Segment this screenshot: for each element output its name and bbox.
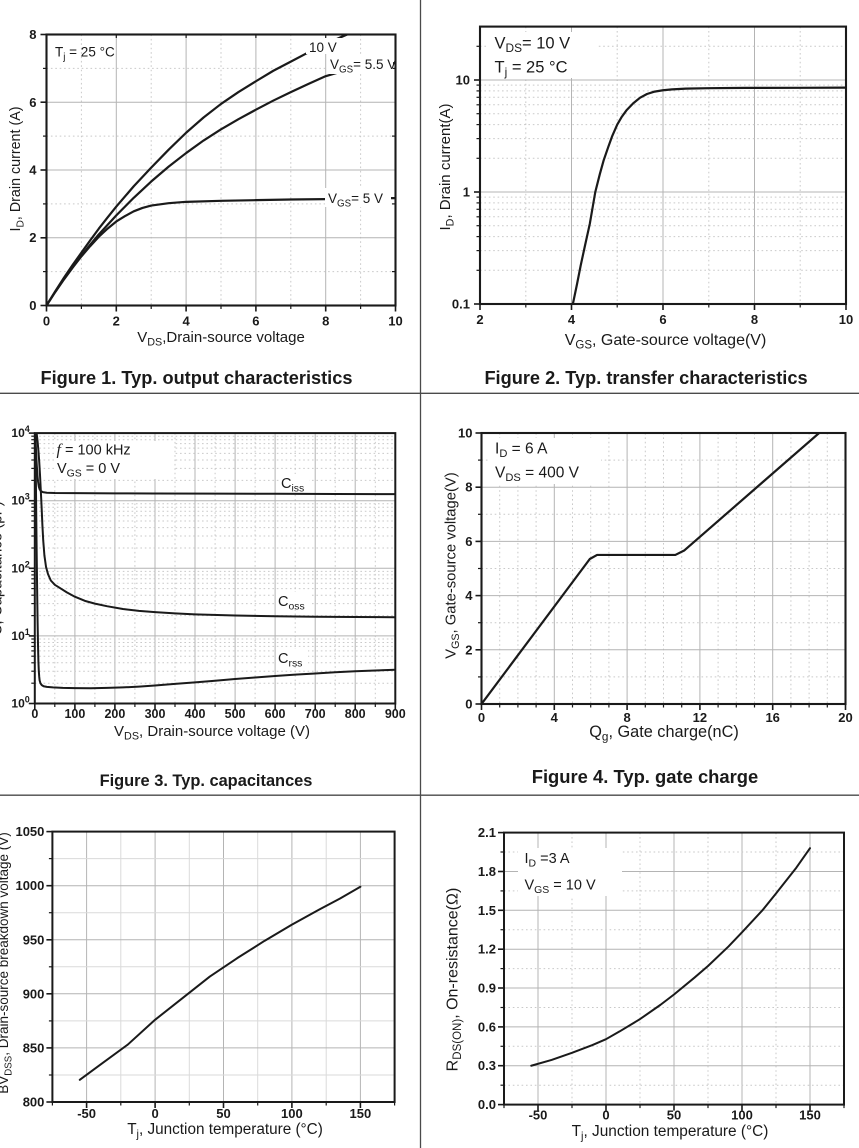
svg-text:12: 12 — [693, 710, 707, 725]
svg-text:6: 6 — [29, 95, 36, 110]
svg-text:0: 0 — [31, 707, 38, 721]
svg-text:100: 100 — [731, 1108, 753, 1123]
svg-text:4: 4 — [568, 312, 576, 327]
svg-text:300: 300 — [145, 707, 166, 721]
svg-text:-50: -50 — [77, 1106, 96, 1121]
svg-text:Tj, Junction temperature (°C): Tj, Junction temperature (°C) — [572, 1123, 769, 1143]
svg-text:150: 150 — [799, 1108, 821, 1123]
svg-text:ID, Drain current(A): ID, Drain current(A) — [437, 103, 457, 230]
svg-text:400: 400 — [185, 707, 206, 721]
svg-text:6: 6 — [659, 312, 666, 327]
svg-text:1.2: 1.2 — [478, 942, 496, 957]
svg-text:0: 0 — [151, 1106, 158, 1121]
svg-text:850: 850 — [23, 1040, 45, 1055]
svg-text:8: 8 — [465, 480, 472, 495]
svg-text:50: 50 — [667, 1108, 681, 1123]
svg-text:0: 0 — [43, 314, 50, 329]
svg-text:700: 700 — [305, 707, 326, 721]
svg-text:2: 2 — [29, 230, 36, 245]
svg-text:1.8: 1.8 — [478, 864, 496, 879]
svg-text:20: 20 — [838, 710, 852, 725]
svg-text:0: 0 — [465, 697, 472, 712]
svg-text:Figure 3. Typ. capacitances: Figure 3. Typ. capacitances — [100, 772, 313, 790]
svg-text:Tj = 25 °C: Tj = 25 °C — [495, 59, 568, 80]
svg-text:2: 2 — [113, 314, 120, 329]
svg-text:4: 4 — [29, 163, 37, 178]
svg-text:VDS, Drain-source voltage (V): VDS, Drain-source voltage (V) — [114, 723, 310, 743]
svg-text:f = 100 kHz: f = 100 kHz — [57, 442, 131, 459]
svg-text:Tj = 25 °C: Tj = 25 °C — [55, 45, 115, 64]
svg-text:0.1: 0.1 — [452, 297, 470, 312]
svg-text:Figure 2. Typ. transfer charac: Figure 2. Typ. transfer characteristics — [484, 368, 807, 388]
svg-text:Qg, Gate charge(nC): Qg, Gate charge(nC) — [589, 723, 739, 744]
svg-text:16: 16 — [765, 710, 779, 725]
svg-text:VGS, Gate-source voltage(V): VGS, Gate-source voltage(V) — [444, 472, 463, 659]
svg-text:10: 10 — [388, 314, 402, 329]
svg-text:100: 100 — [64, 707, 85, 721]
svg-text:1000: 1000 — [15, 878, 44, 893]
svg-text:ID = 6 A: ID = 6 A — [495, 441, 548, 461]
svg-text:BVDSS, Drain-source breakdown: BVDSS, Drain-source breakdown voltage (V… — [0, 832, 15, 1094]
svg-text:1: 1 — [463, 185, 470, 200]
svg-text:600: 600 — [265, 707, 286, 721]
svg-text:0: 0 — [478, 710, 485, 725]
svg-text:C, Capacitance (pF): C, Capacitance (pF) — [0, 501, 6, 635]
svg-text:0.0: 0.0 — [478, 1097, 496, 1112]
svg-text:2: 2 — [465, 642, 472, 657]
svg-text:900: 900 — [385, 707, 406, 721]
svg-text:0: 0 — [602, 1108, 609, 1123]
svg-text:2: 2 — [476, 312, 483, 327]
svg-text:10: 10 — [458, 426, 472, 441]
svg-text:0.6: 0.6 — [478, 1019, 496, 1034]
svg-text:VDS,Drain-source voltage: VDS,Drain-source voltage — [137, 329, 305, 349]
svg-text:100: 100 — [281, 1106, 303, 1121]
svg-text:50: 50 — [216, 1106, 230, 1121]
svg-text:10: 10 — [456, 73, 470, 88]
svg-text:800: 800 — [345, 707, 366, 721]
svg-text:1050: 1050 — [15, 824, 44, 839]
svg-text:ID =3 A: ID =3 A — [525, 851, 570, 870]
svg-text:8: 8 — [623, 710, 630, 725]
svg-text:8: 8 — [751, 312, 758, 327]
svg-text:-50: -50 — [529, 1108, 548, 1123]
svg-text:10: 10 — [839, 312, 853, 327]
svg-text:0.3: 0.3 — [478, 1058, 496, 1073]
svg-text:VGS, Gate-source voltage(V): VGS, Gate-source voltage(V) — [565, 332, 767, 352]
svg-text:8: 8 — [322, 314, 329, 329]
svg-text:ID, Drain current (A): ID, Drain current (A) — [8, 106, 27, 231]
svg-text:4: 4 — [551, 710, 559, 725]
svg-text:900: 900 — [23, 986, 45, 1001]
svg-text:Figure 4. Typ. gate charge: Figure 4. Typ. gate charge — [532, 766, 759, 787]
svg-text:4: 4 — [182, 314, 190, 329]
svg-text:VGS = 0 V: VGS = 0 V — [57, 461, 120, 480]
svg-text:0.9: 0.9 — [478, 981, 496, 996]
svg-text:800: 800 — [23, 1095, 45, 1110]
svg-text:8: 8 — [29, 27, 36, 42]
svg-text:2.1: 2.1 — [478, 825, 496, 840]
svg-text:500: 500 — [225, 707, 246, 721]
svg-text:4: 4 — [465, 588, 473, 603]
svg-text:1.5: 1.5 — [478, 903, 496, 918]
svg-text:RDS(ON), On-resistance(Ω): RDS(ON), On-resistance(Ω) — [445, 888, 465, 1072]
svg-text:Figure 1. Typ. output characte: Figure 1. Typ. output characteristics — [41, 368, 353, 388]
svg-text:6: 6 — [465, 534, 472, 549]
svg-text:Tj, Junction temperature (°C): Tj, Junction temperature (°C) — [127, 1121, 323, 1141]
svg-text:200: 200 — [104, 707, 125, 721]
svg-text:150: 150 — [350, 1106, 372, 1121]
svg-text:950: 950 — [23, 932, 45, 947]
svg-text:6: 6 — [252, 314, 259, 329]
svg-text:10 V: 10 V — [309, 40, 337, 55]
svg-text:0: 0 — [29, 298, 36, 313]
